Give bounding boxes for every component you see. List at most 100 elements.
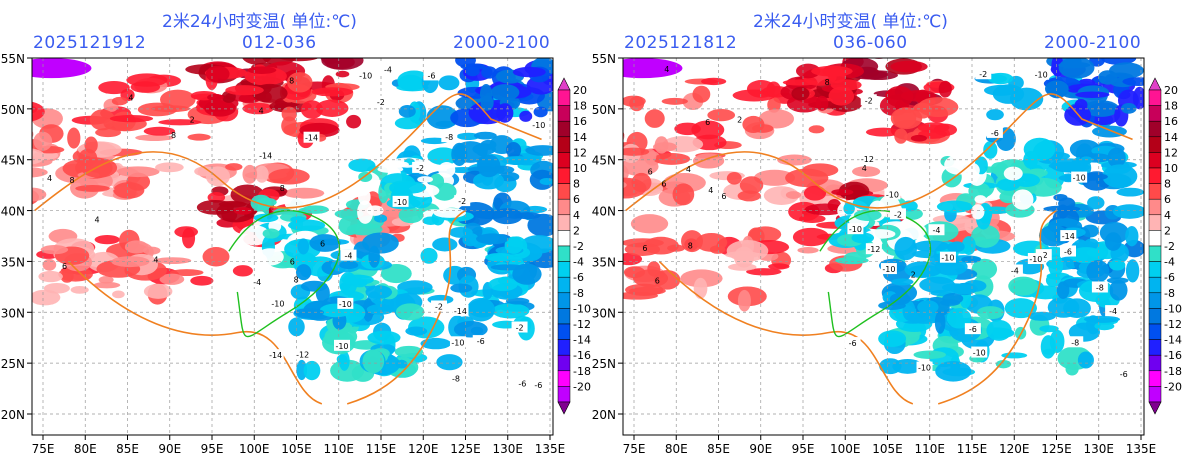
warm-area bbox=[643, 236, 679, 255]
warm-area bbox=[58, 267, 93, 282]
lon-label: 130E bbox=[1084, 442, 1115, 456]
warm-area bbox=[791, 86, 810, 101]
contour-label: 6 bbox=[721, 192, 726, 201]
colorbar-label: 20 bbox=[573, 84, 587, 97]
contour-label: 8 bbox=[825, 78, 830, 87]
colorbar-label: 16 bbox=[1164, 115, 1178, 128]
contour-label: 4 bbox=[708, 186, 713, 195]
colorbar-segment bbox=[1148, 323, 1162, 340]
contour-label: -10 bbox=[884, 188, 901, 200]
cold-area bbox=[417, 176, 434, 183]
warm-area bbox=[692, 85, 711, 103]
cold-area bbox=[1109, 259, 1126, 271]
cold-area bbox=[396, 359, 408, 369]
warm-area bbox=[296, 58, 305, 59]
colorbar-segment bbox=[1148, 292, 1162, 309]
cold-area bbox=[971, 258, 998, 280]
warm-area bbox=[84, 136, 98, 154]
cold-area bbox=[367, 330, 401, 345]
label-text: -2 bbox=[458, 197, 466, 206]
warm-area bbox=[653, 153, 691, 165]
cold-area bbox=[1102, 164, 1138, 189]
colorbar-label: 4 bbox=[573, 209, 580, 222]
cold-area bbox=[1109, 279, 1128, 301]
lon-label: 120E bbox=[999, 442, 1030, 456]
colorbar-label: -10 bbox=[1164, 302, 1182, 315]
cold-area bbox=[309, 234, 341, 252]
colorbar-label: -14 bbox=[573, 334, 591, 347]
label-text: -10 bbox=[882, 265, 895, 274]
contour-label: 2 bbox=[911, 270, 916, 279]
warm-area bbox=[623, 131, 625, 141]
lat-label: 45N bbox=[592, 154, 616, 168]
temperature-change-map: 55N 50N 45N 40N 35N 30N 25N 20N 75E 80E 85E 90E 95E 1… bbox=[591, 52, 1182, 456]
colorbar-segment bbox=[1148, 198, 1162, 216]
cold-area bbox=[472, 171, 505, 190]
colorbar: 20 18 16 14 12 10 8 6 4 2 -2 -4 -6 -8 -10 -12 -14 -16 -18 -… bbox=[557, 77, 591, 415]
colorbar-segment bbox=[557, 105, 571, 122]
label-text: -4 bbox=[253, 278, 261, 287]
cold-area bbox=[934, 310, 946, 334]
contour-label: -10 bbox=[334, 339, 351, 351]
warm-area bbox=[143, 126, 176, 136]
colorbar-label: 8 bbox=[573, 178, 580, 191]
warm-area bbox=[591, 116, 618, 126]
contour-label: -10 bbox=[916, 361, 933, 373]
warm-area bbox=[255, 165, 269, 183]
colorbar-label: 12 bbox=[1164, 146, 1178, 159]
lat-label: 35N bbox=[1, 255, 25, 269]
label-text: -2 bbox=[377, 98, 385, 107]
cold-area bbox=[488, 277, 518, 292]
label-box bbox=[1059, 245, 1076, 257]
contour-label: 4 bbox=[153, 255, 158, 264]
cold-area bbox=[422, 216, 440, 225]
warm-area bbox=[32, 123, 33, 127]
label-box bbox=[530, 379, 547, 391]
colorbar-segment bbox=[557, 120, 571, 138]
label-box bbox=[303, 131, 320, 143]
contour-label: -2 bbox=[372, 95, 389, 107]
warm-area bbox=[594, 121, 620, 135]
lat-label: 30N bbox=[592, 306, 616, 320]
cold-area bbox=[239, 225, 270, 246]
contour-label: -6 bbox=[1059, 245, 1076, 257]
colorbar-label: -2 bbox=[1164, 240, 1175, 253]
cold-area bbox=[990, 162, 1009, 175]
contour-label: -10 bbox=[530, 119, 547, 131]
label-box bbox=[844, 337, 861, 349]
cold-area bbox=[1039, 325, 1059, 333]
warm-area bbox=[33, 131, 53, 151]
label-box bbox=[511, 321, 528, 333]
lon-label: 100E bbox=[830, 442, 861, 456]
cold-area bbox=[448, 226, 473, 238]
cold-area bbox=[1121, 102, 1137, 114]
cold-area bbox=[977, 306, 1004, 320]
cold-area bbox=[1083, 100, 1120, 117]
colorbar-segment bbox=[557, 276, 571, 294]
cold-area bbox=[501, 156, 533, 165]
label-box bbox=[986, 126, 1003, 138]
colorbar-label: 14 bbox=[573, 131, 587, 144]
cold-area bbox=[476, 233, 509, 245]
colorbar-segment bbox=[1148, 230, 1162, 247]
cold-area bbox=[1081, 224, 1099, 238]
cold-area bbox=[992, 84, 1025, 104]
cold-area bbox=[498, 171, 520, 182]
label-box bbox=[1067, 336, 1084, 348]
warm-area bbox=[225, 85, 264, 96]
contour-label: -12 bbox=[294, 348, 311, 360]
warm-area bbox=[766, 81, 781, 97]
cold-area bbox=[996, 178, 1021, 191]
contour-label: -2 bbox=[511, 321, 528, 333]
warm-area bbox=[346, 114, 362, 129]
label-text: -10 bbox=[1035, 71, 1048, 80]
cold-area bbox=[420, 337, 452, 350]
right-map-panel: 2米24小时变温( 单位:℃) 2025121812 036-060 2000-… bbox=[591, 0, 1182, 465]
lon-label: 120E bbox=[408, 442, 439, 456]
contour-label: -6 bbox=[423, 69, 440, 81]
warm-area bbox=[109, 115, 154, 123]
warm-area bbox=[890, 60, 928, 73]
cold-area bbox=[505, 142, 522, 159]
label-box bbox=[916, 361, 933, 373]
warm-area bbox=[247, 66, 277, 74]
